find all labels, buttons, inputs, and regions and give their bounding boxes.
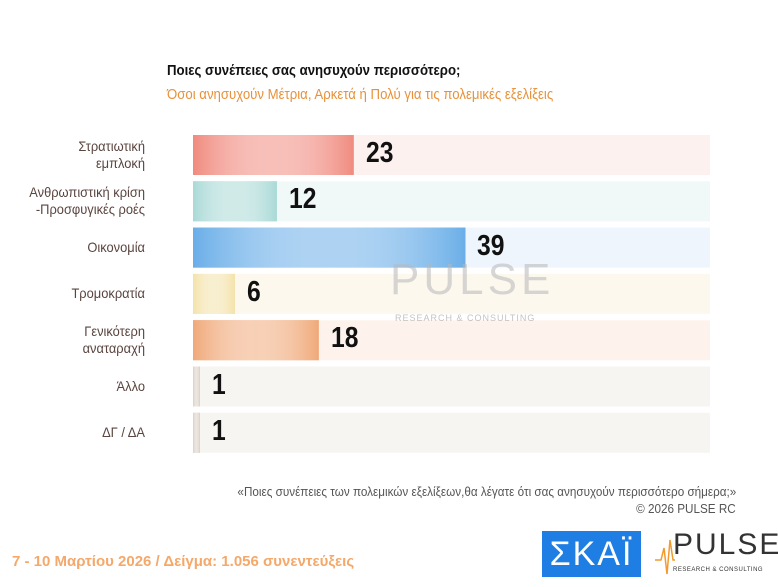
copyright: © 2026 PULSE RC: [636, 501, 736, 516]
category-label: Γενικότερη αναταραχή: [82, 323, 145, 357]
category-label: ΔΓ / ΔΑ: [102, 424, 145, 441]
skai-logo-text: ΣΚΑΪ: [549, 535, 634, 573]
bar: [193, 320, 319, 361]
chart-subtitle: Όσοι ανησυχούν Μέτρια, Αρκετά ή Πολύ για…: [167, 86, 554, 103]
category-label: Οικονομία: [87, 239, 145, 256]
data-label: 1: [211, 368, 226, 401]
bar-chart: [193, 135, 710, 453]
bar: [193, 227, 466, 268]
bar: [193, 412, 200, 453]
chart-title: Ποιες συνέπειες σας ανησυχούν περισσότερ…: [167, 62, 461, 79]
category-label: Άλλο: [116, 378, 145, 394]
data-label: 18: [330, 322, 359, 355]
pulse-logo: PULSE RESEARCH & CONSULTING: [655, 528, 778, 578]
bar: [193, 135, 354, 175]
pulse-wave-icon: [655, 539, 675, 575]
data-label: 6: [246, 275, 261, 308]
data-label: 12: [288, 183, 317, 216]
category-label: Ανθρωπιστική κρίση -Προσφυγικές ροές: [29, 184, 145, 218]
bar: [193, 181, 277, 222]
data-label: 23: [365, 137, 394, 169]
skai-logo: ΣΚΑΪ: [542, 531, 641, 577]
bar-track: [193, 366, 710, 407]
pulse-logo-sub: RESEARCH & CONSULTING: [673, 567, 764, 573]
bar: [193, 273, 235, 314]
survey-footer: 7 - 10 Μαρτίου 2026 / Δείγμα: 1.056 συνε…: [12, 553, 355, 570]
category-label: Στρατιωτική εμπλοκή: [78, 138, 145, 171]
category-label: Τρομοκρατία: [71, 285, 145, 302]
bar: [193, 366, 200, 407]
data-label: 39: [477, 229, 505, 262]
question-note: «Ποιες συνέπειες των πολεμικών εξελίξεων…: [237, 484, 736, 499]
bar-track: [193, 181, 710, 222]
bar-track: [193, 273, 710, 314]
bar-track: [193, 412, 710, 453]
pulse-logo-text: PULSE: [673, 528, 778, 561]
data-label: 1: [211, 414, 226, 447]
